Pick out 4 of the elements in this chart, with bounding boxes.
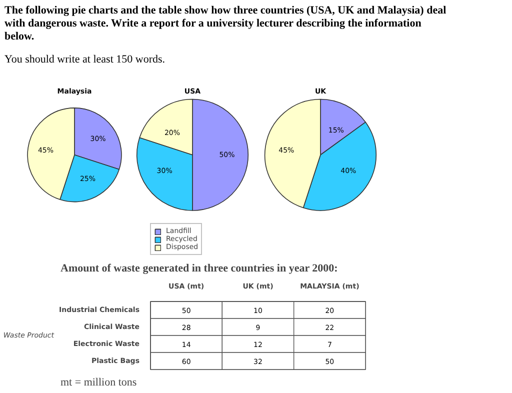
chart-title: Amount of waste generated in three countries in year 2000:: [60, 262, 338, 274]
text: You should write at least 150 words.: [4, 54, 166, 66]
text: mt = million tons: [60, 376, 137, 388]
text: The following pie charts and the table show how three countries (USA, UK and Malaysia) deal with dangerous waste. Write a report for a university lecturer describing the information below.: [4, 4, 446, 42]
